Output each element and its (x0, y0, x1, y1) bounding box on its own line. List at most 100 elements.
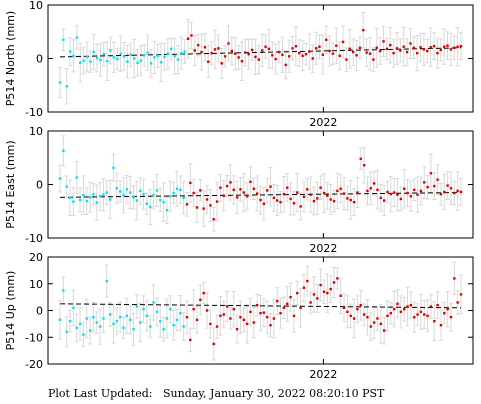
data-point (385, 47, 389, 51)
data-point (122, 55, 126, 58)
data-point (372, 182, 376, 185)
data-point (298, 51, 301, 55)
data-point (399, 197, 403, 201)
data-point (368, 52, 372, 55)
data-point (186, 37, 190, 40)
data-point (189, 338, 192, 342)
data-point (345, 58, 348, 61)
data-point (152, 194, 155, 197)
data-point (352, 317, 356, 320)
data-point (335, 44, 338, 47)
data-point (175, 318, 179, 322)
data-point (386, 190, 389, 194)
data-point (254, 55, 257, 59)
data-point (92, 50, 95, 54)
data-point (378, 49, 382, 53)
data-point (99, 58, 102, 62)
data-point (249, 310, 252, 314)
data-point (439, 48, 442, 52)
data-point (112, 166, 115, 170)
data-point (78, 198, 82, 202)
data-point (436, 178, 439, 181)
data-point (128, 191, 132, 194)
data-point (229, 181, 232, 184)
data-point (193, 49, 196, 52)
data-point (351, 50, 355, 54)
data-point (426, 49, 429, 53)
y-tick-label: 0 (36, 305, 43, 318)
y-tick-label: 10 (29, 0, 43, 12)
data-point (195, 206, 199, 209)
data-point (62, 149, 65, 152)
y-tick-label: 10 (29, 125, 43, 138)
data-point (245, 322, 249, 326)
data-point (88, 196, 92, 199)
data-point (125, 314, 129, 318)
data-point (282, 192, 286, 196)
data-point (453, 277, 456, 280)
data-point (220, 62, 223, 65)
data-point (250, 48, 254, 52)
data-point (379, 196, 382, 200)
data-point (199, 189, 202, 192)
east-panel: -10 0 10 2022 P514 East (mm) (4, 125, 474, 255)
data-point (153, 56, 156, 59)
data-point (304, 53, 308, 56)
data-point (302, 195, 306, 199)
data-point (446, 184, 449, 187)
data-point (439, 192, 443, 196)
data-point (116, 57, 119, 61)
data-point (136, 61, 139, 64)
data-point (389, 43, 392, 47)
data-point (259, 311, 262, 315)
data-point (362, 28, 365, 32)
data-point (416, 193, 419, 196)
data-point (118, 190, 122, 193)
data-point (112, 322, 115, 326)
data-point (200, 50, 203, 54)
data-point (85, 199, 88, 203)
data-point (195, 318, 199, 322)
data-point (356, 307, 359, 311)
data-point (162, 200, 165, 204)
data-point (405, 50, 409, 54)
data-point (272, 196, 276, 200)
data-point (419, 46, 422, 49)
data-point (105, 279, 108, 283)
data-point (386, 314, 389, 318)
data-point (399, 49, 402, 52)
data-point (456, 301, 459, 304)
data-point (348, 47, 351, 51)
data-point (389, 192, 393, 196)
data-point (346, 310, 349, 314)
data-point (149, 325, 152, 328)
data-point (446, 307, 449, 311)
data-point (118, 315, 122, 319)
data-point (75, 326, 78, 330)
data-point (58, 81, 62, 84)
data-point (165, 208, 169, 212)
y-tick-label: 0 (36, 179, 43, 192)
data-point (392, 191, 396, 194)
data-point (336, 277, 339, 280)
data-point (442, 45, 446, 48)
data-point (92, 315, 95, 319)
data-point (277, 50, 281, 54)
data-point (449, 48, 453, 51)
data-point (58, 177, 62, 180)
data-point (265, 189, 269, 192)
data-point (308, 50, 311, 53)
data-point (365, 51, 368, 54)
data-point (115, 187, 119, 190)
data-point (319, 283, 322, 287)
data-point (68, 320, 72, 323)
data-point (309, 301, 312, 304)
y-tick-label: -10 (25, 331, 43, 344)
data-point (225, 184, 229, 188)
data-point (223, 55, 227, 58)
data-point (143, 54, 146, 57)
data-point (202, 207, 205, 210)
data-point (108, 313, 112, 316)
data-point (392, 307, 396, 311)
data-point (312, 199, 316, 203)
